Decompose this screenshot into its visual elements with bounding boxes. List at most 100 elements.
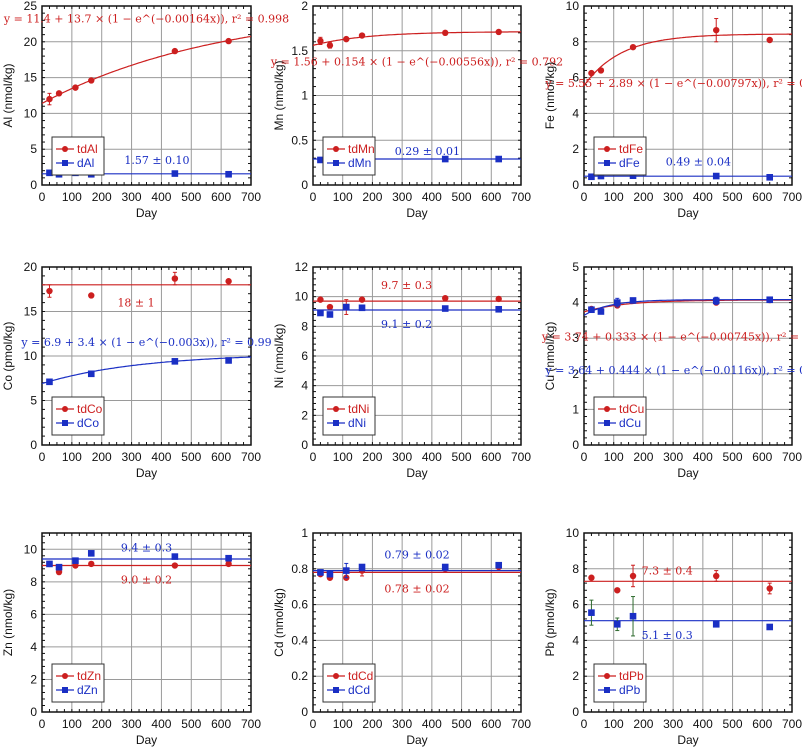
data-point-dFe — [712, 172, 720, 180]
data-point-dAl — [46, 169, 53, 177]
y-tick-label: 25 — [24, 0, 38, 13]
x-tick-label: 100 — [62, 190, 82, 204]
y-axis-label: Co (pmol/kg) — [1, 322, 15, 391]
x-axis-label: Day — [136, 733, 157, 747]
x-tick-label: 200 — [633, 717, 653, 731]
y-tick-label: 0.5 — [291, 133, 308, 147]
data-point-tdMn — [495, 28, 502, 36]
series-dCu: y = 3.64 + 0.444 × (1 − e^(−0.0116x)), r… — [544, 296, 802, 377]
y-tick-label: 0 — [301, 438, 308, 452]
data-point-tdNi — [358, 296, 366, 303]
x-axis-label: Day — [406, 466, 427, 480]
x-tick-label: 100 — [333, 190, 353, 204]
data-point-dMn — [317, 156, 324, 164]
x-tick-label: 400 — [693, 717, 713, 731]
data-point-tdNi — [317, 296, 324, 303]
fit-annotation-dCu: y = 3.64 + 0.444 × (1 − e^(−0.0116x)), r… — [544, 364, 802, 377]
legend-marker — [604, 406, 610, 412]
x-tick-label: 300 — [663, 717, 683, 731]
data-point-tdCo — [225, 278, 232, 285]
y-tick-label: 0 — [301, 178, 308, 192]
data-point-dMn — [441, 155, 449, 163]
plot-frame — [312, 5, 522, 186]
fit-annotation-dPb: 5.1 ± 0.3 — [642, 629, 693, 642]
fit-annotation-tdCo: 18 ± 1 — [117, 297, 154, 310]
x-tick-label: 0 — [581, 190, 588, 204]
x-tick-label: 300 — [392, 190, 412, 204]
series-tdNi: 9.7 ± 0.3 — [313, 279, 521, 315]
data-point-tdCo — [171, 275, 179, 282]
data-point-dZn — [87, 550, 95, 557]
data-point-dAl — [171, 170, 179, 177]
x-tick-label: 700 — [511, 717, 531, 731]
legend-label: tdZn — [77, 669, 101, 683]
data-point-tdFe — [629, 43, 637, 51]
y-tick-label: 10 — [24, 106, 38, 120]
legend-box — [593, 396, 647, 436]
data-point-dCo — [46, 378, 53, 386]
panel-fe: 0 100 200 300 400 500 600 700 0 2 4 6 8 10 Day Fe (nmol… — [543, 0, 802, 220]
x-tick-label: 0 — [39, 450, 46, 464]
x-tick-label: 500 — [723, 450, 743, 464]
x-tick-label: 700 — [782, 190, 802, 204]
y-tick-label: 2 — [572, 142, 579, 156]
y-tick-label: 2 — [301, 408, 308, 422]
legend-label: tdCo — [77, 402, 103, 416]
data-point-tdPb — [713, 572, 720, 580]
panel-al: 0 100 200 300 400 500 600 700 0 5 10 15 20 25 Day Al (n… — [1, 0, 289, 220]
data-point-dPb — [766, 623, 774, 631]
y-tick-label: 10 — [24, 542, 38, 556]
data-point-dPb — [613, 620, 621, 628]
y-tick-label: 5 — [30, 142, 37, 156]
data-point-tdMn — [343, 35, 350, 43]
legend-marker — [604, 673, 610, 679]
y-tick-label: 10 — [295, 290, 309, 304]
panel-ni: 0 100 200 300 400 500 600 700 0 2 4 6 8 10 12 Day Ni (nm… — [272, 260, 531, 480]
x-tick-label: 600 — [481, 717, 501, 731]
series-tdZn: 9.0 ± 0.2 — [42, 560, 251, 587]
x-tick-label: 600 — [211, 190, 231, 204]
plot-frame — [312, 266, 522, 446]
data-point-dNi — [342, 303, 350, 311]
data-point-tdPb — [629, 572, 637, 580]
x-tick-label: 400 — [422, 450, 442, 464]
data-point-dCd — [317, 569, 324, 576]
legend-marker — [333, 420, 339, 426]
data-point-dNi — [495, 305, 503, 313]
y-tick-label: 8 — [301, 319, 308, 333]
y-tick-label: 6 — [30, 607, 37, 621]
y-axis-label: Ni (nmol/kg) — [272, 324, 286, 389]
x-tick-label: 100 — [333, 450, 353, 464]
x-tick-label: 300 — [663, 450, 683, 464]
legend-label: tdPb — [619, 669, 644, 683]
fit-line-dCo — [42, 356, 251, 385]
legend-label: tdCd — [348, 669, 373, 683]
y-tick-label: 0 — [572, 178, 579, 192]
legend-marker — [62, 146, 68, 152]
x-tick-label: 200 — [362, 717, 382, 731]
legend-label: tdAl — [77, 142, 98, 156]
legend-marker — [333, 673, 339, 679]
legend-label: dCo — [77, 416, 99, 430]
y-tick-label: 6 — [301, 349, 308, 363]
data-point-dCd — [495, 561, 503, 569]
series-dCd: 0.79 ± 0.02 — [313, 548, 521, 579]
x-tick-label: 200 — [362, 190, 382, 204]
fit-annotation-dCo: y = 6.9 + 3.4 × (1 − e^(−0.003x)), r² = … — [20, 336, 271, 349]
legend-marker — [604, 420, 610, 426]
x-tick-label: 500 — [452, 190, 472, 204]
data-point-dCd — [326, 570, 334, 578]
y-tick-label: 12 — [295, 260, 309, 274]
data-point-dCd — [441, 563, 449, 571]
series-tdCu: y = 3.74 + 0.333 × (1 − e^(−0.00745x)), … — [541, 296, 802, 343]
x-tick-label: 200 — [92, 190, 112, 204]
data-point-dZn — [55, 563, 63, 571]
legend-marker — [604, 687, 610, 693]
y-axis-label: Mn (nmol/kg) — [272, 60, 286, 130]
x-tick-label: 400 — [422, 717, 442, 731]
